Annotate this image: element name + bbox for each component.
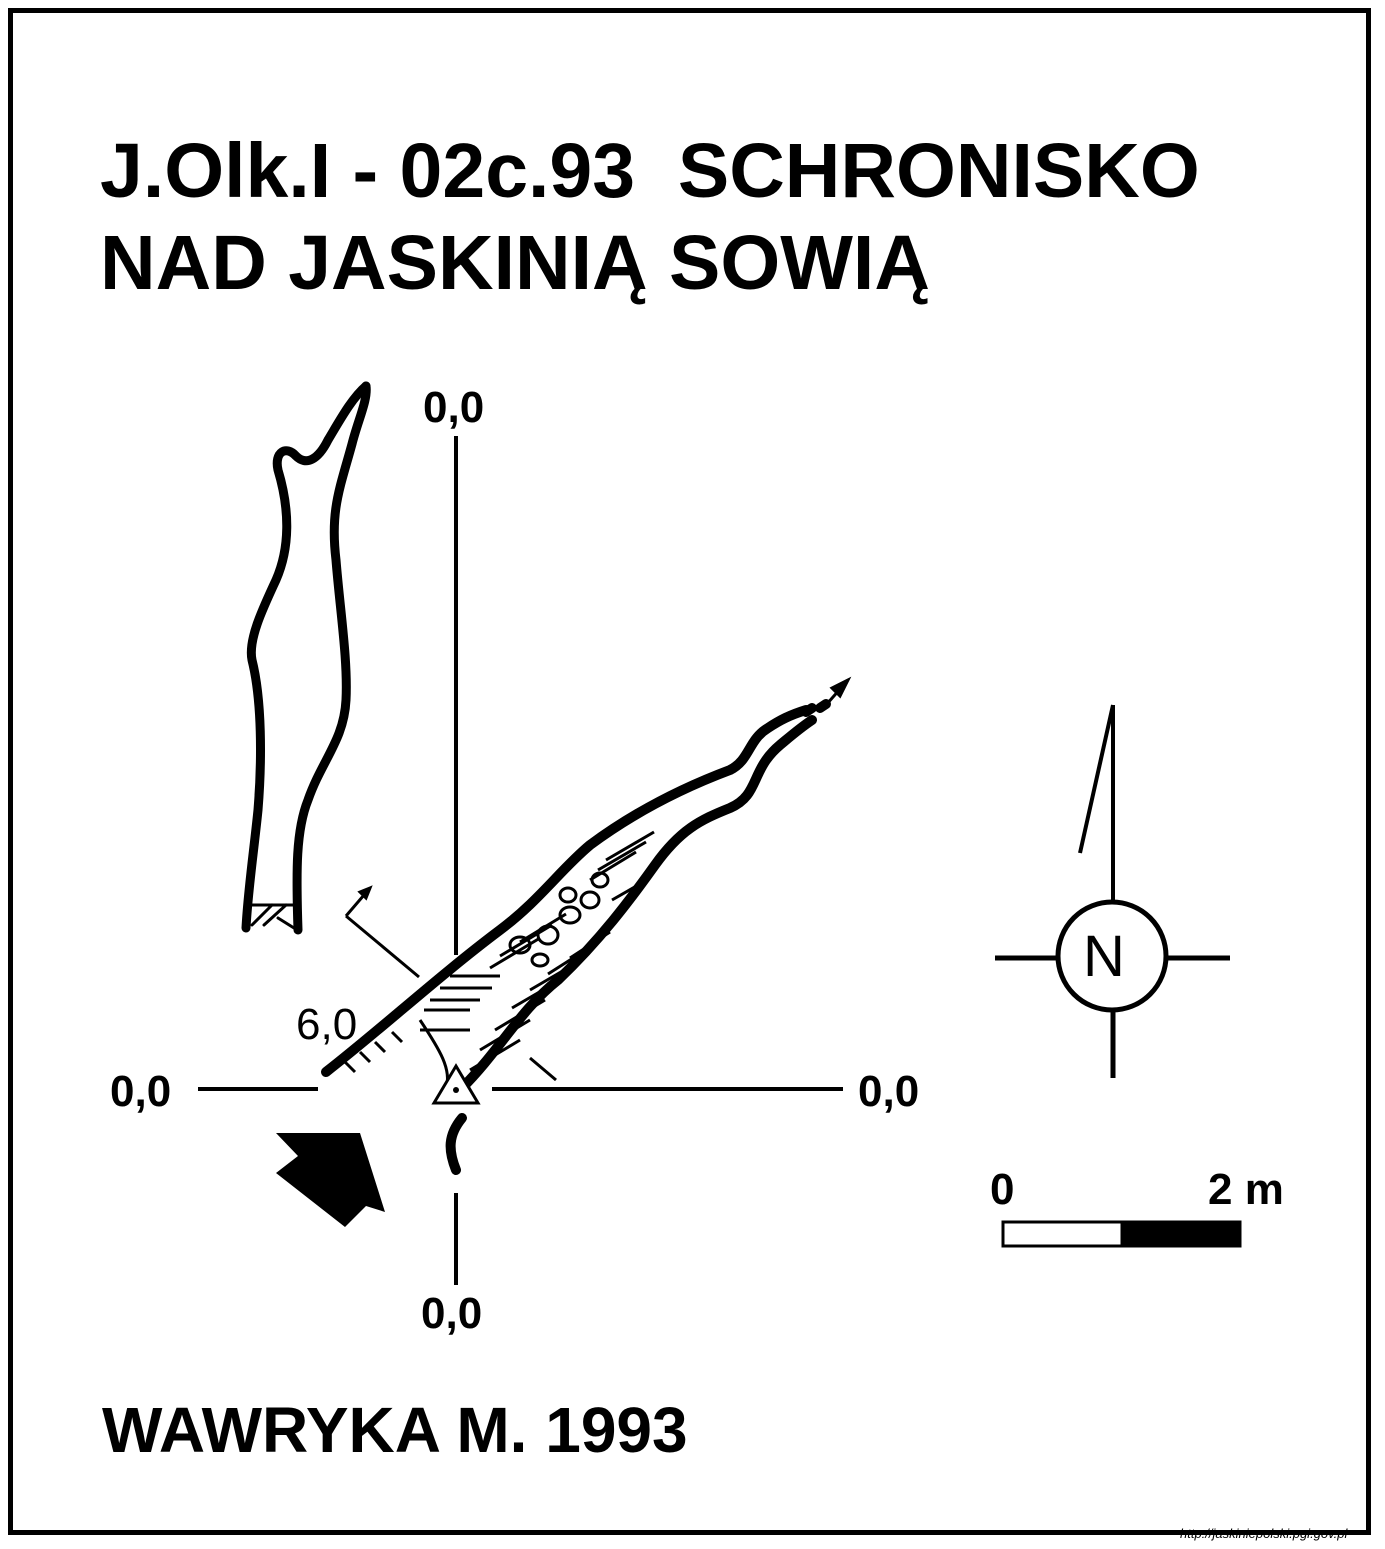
depth-label: 6,0 xyxy=(296,1000,358,1049)
profile-direction-arrow xyxy=(344,885,420,979)
cave-plan xyxy=(321,699,831,1175)
cave-sediment-hatching xyxy=(343,830,655,1089)
scale-bar xyxy=(1001,1220,1242,1248)
passage-continuation-arrow xyxy=(824,676,852,706)
axis-label-top: 0,0 xyxy=(423,383,485,432)
scale-end-label: 2 m xyxy=(1208,1165,1284,1214)
cave-cross-section xyxy=(241,381,371,935)
scale-start-label: 0 xyxy=(990,1165,1015,1214)
map-title-line-1: J.Olk.I - 02c.93 SCHRONISKO xyxy=(100,128,1200,214)
axis-label-bottom: 0,0 xyxy=(421,1289,483,1338)
survey-cross xyxy=(198,436,843,1285)
north-label: N xyxy=(1083,924,1125,989)
map-title-line-2: NAD JASKINIĄ SOWIĄ xyxy=(100,220,930,306)
north-arrow-icon xyxy=(995,704,1230,1078)
axis-label-left: 0,0 xyxy=(110,1067,172,1116)
source-url: http://jaskiniepolski.pgi.gov.pl xyxy=(1180,1526,1348,1541)
survey-station-marker xyxy=(431,1063,481,1105)
map-frame xyxy=(8,8,1371,1535)
entrance-arrow-icon xyxy=(276,1133,385,1227)
author-credit: WAWRYKA M. 1993 xyxy=(102,1394,688,1466)
axis-label-right: 0,0 xyxy=(858,1067,920,1116)
